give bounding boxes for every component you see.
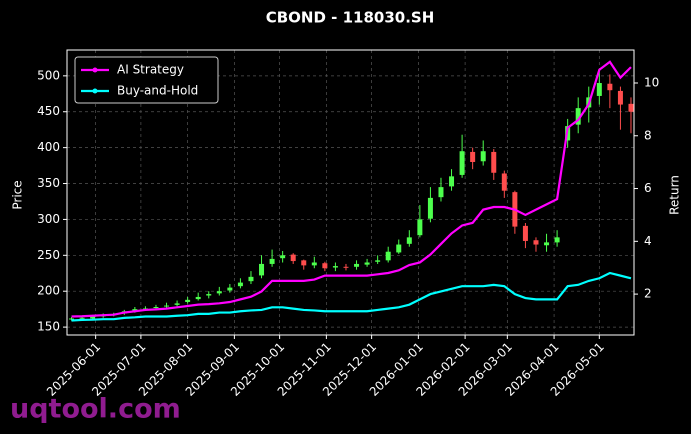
series-line	[71, 271, 632, 322]
candle-body	[501, 173, 507, 191]
candle-body	[628, 103, 634, 112]
candle-body	[354, 263, 360, 267]
candle-body	[206, 294, 212, 296]
candle-body	[322, 263, 328, 269]
y2-axis-label: Return	[668, 175, 682, 215]
candle-body	[470, 151, 476, 162]
y-tick-label: 450	[37, 104, 60, 118]
y-tick-label: 200	[37, 284, 60, 298]
candle-body	[427, 197, 433, 219]
candle-body	[259, 263, 265, 276]
candle-body	[248, 276, 254, 282]
candle-body	[164, 305, 170, 307]
candle-body	[227, 287, 233, 291]
candle-body	[417, 219, 423, 236]
chart-title: CBOND - 118030.SH	[266, 9, 435, 27]
y-tick-label: 300	[37, 212, 60, 226]
candle-body	[216, 291, 222, 294]
y2-tick-label: 4	[644, 234, 652, 248]
y-tick-label: 400	[37, 140, 60, 154]
candle-body	[575, 108, 581, 125]
y-tick-label: 250	[37, 248, 60, 262]
candle-body	[522, 225, 528, 241]
legend-marker	[92, 88, 98, 94]
candle-body	[617, 90, 623, 105]
watermark: uqtool.com	[10, 394, 181, 425]
candle-body	[269, 258, 275, 264]
legend-label: Buy-and-Hold	[117, 84, 198, 98]
y2-tick-label: 8	[644, 128, 652, 142]
candle-body	[491, 151, 497, 173]
candle-body	[459, 151, 465, 175]
y-tick-label: 350	[37, 176, 60, 190]
y-tick-label: 500	[37, 68, 60, 82]
candle-body	[174, 303, 180, 305]
y-tick-label: 150	[37, 320, 60, 334]
candle-body	[311, 262, 317, 266]
candle-body	[375, 260, 381, 262]
candle-body	[301, 260, 307, 266]
legend-box	[74, 56, 219, 104]
candle-body	[438, 187, 444, 198]
candle-body	[195, 296, 201, 300]
candle-body	[185, 299, 191, 302]
candle-body	[406, 237, 412, 244]
y-axis-label: Price	[11, 180, 25, 209]
candle-body	[153, 307, 159, 309]
candle-body	[385, 251, 391, 261]
candle-body	[343, 266, 349, 268]
candle-body	[554, 237, 560, 243]
y2-tick-label: 6	[644, 181, 652, 195]
legend-label: AI Strategy	[117, 63, 184, 77]
candle-body	[533, 240, 539, 245]
candle-body	[480, 151, 486, 162]
candle-body	[280, 255, 286, 259]
candle-body	[396, 244, 402, 253]
candle-body	[544, 242, 550, 246]
candle-body	[449, 176, 455, 187]
legend-marker	[92, 67, 98, 73]
candle-body	[596, 83, 602, 96]
candle-body	[79, 317, 85, 319]
candle-body	[69, 318, 75, 320]
y2-tick-label: 10	[644, 75, 659, 89]
candle-body	[332, 266, 338, 268]
candle-body	[90, 316, 96, 319]
candle-body	[290, 254, 296, 262]
candle-body	[607, 83, 613, 91]
plot-frame	[66, 49, 635, 336]
candle-body	[364, 262, 370, 265]
candle-body	[237, 282, 243, 287]
series-line	[71, 60, 632, 318]
y2-tick-label: 2	[644, 287, 652, 301]
